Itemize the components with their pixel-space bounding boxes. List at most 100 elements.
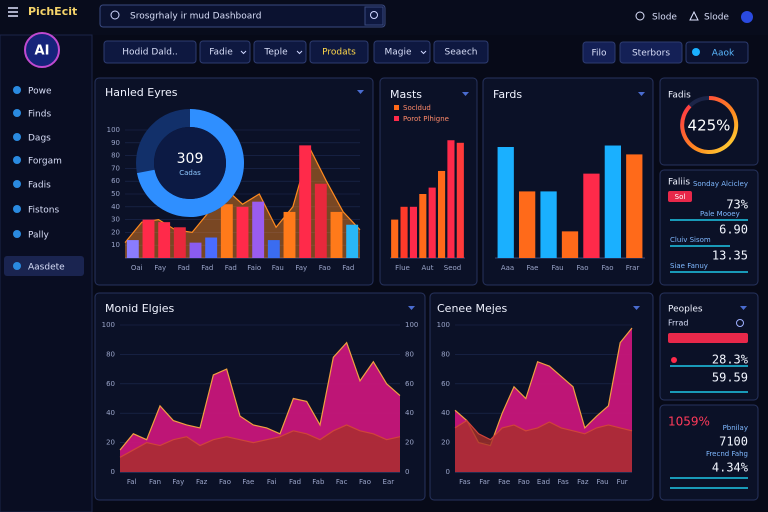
bar bbox=[299, 145, 312, 258]
tag-text: Sol bbox=[675, 193, 686, 201]
y2-tick-label: 20 bbox=[405, 439, 414, 447]
x-tick-label: Fay bbox=[172, 478, 184, 486]
nav-icon bbox=[13, 109, 21, 117]
nav-highlight[interactable] bbox=[4, 256, 84, 276]
bar bbox=[519, 191, 536, 258]
bar bbox=[205, 237, 218, 258]
gauge-ring bbox=[680, 95, 739, 154]
nav-icon bbox=[13, 262, 21, 270]
filter-label[interactable]: Magie bbox=[384, 48, 411, 58]
x-tick-label: Oai bbox=[131, 264, 143, 272]
bar bbox=[283, 211, 296, 258]
stat-value: 59.59 bbox=[712, 371, 748, 385]
nav-item[interactable]: Fistons bbox=[28, 206, 59, 216]
x-tick-label: Seod bbox=[444, 264, 461, 272]
panel-title: Fards bbox=[493, 88, 522, 101]
filter-button[interactable] bbox=[433, 40, 489, 64]
action-label[interactable]: Aaok bbox=[712, 49, 735, 59]
filter-label[interactable]: Hodid Dald.. bbox=[122, 48, 177, 58]
x-tick-label: Fur bbox=[617, 478, 628, 486]
y-tick-label: 80 bbox=[441, 350, 450, 358]
y-tick-label: 30 bbox=[111, 216, 120, 224]
search-button[interactable] bbox=[364, 6, 384, 26]
nav-item[interactable]: Pally bbox=[28, 231, 50, 241]
y2-tick-label: 80 bbox=[405, 350, 414, 358]
notification-icon[interactable] bbox=[741, 11, 753, 23]
bar bbox=[561, 231, 579, 258]
donut-value: 309 bbox=[177, 151, 204, 167]
menu-icon[interactable] bbox=[8, 7, 18, 17]
logo: PichEcit bbox=[28, 5, 77, 18]
x-tick-label: Fao bbox=[577, 264, 589, 272]
y-tick-label: 0 bbox=[111, 468, 115, 476]
divider bbox=[670, 477, 748, 489]
filter-label[interactable]: Fadie bbox=[209, 48, 233, 58]
panel-title: Monid Elgies bbox=[105, 302, 175, 315]
action-button[interactable] bbox=[685, 41, 749, 64]
nav-item[interactable]: Fadis bbox=[28, 181, 51, 191]
y2-tick-label: 100 bbox=[405, 321, 418, 329]
bar bbox=[583, 173, 600, 258]
x-tick-label: Aaa bbox=[501, 264, 514, 272]
x-tick-label: Fae bbox=[242, 478, 254, 486]
search-icon[interactable] bbox=[736, 319, 744, 327]
top-link[interactable]: Slode bbox=[704, 13, 729, 23]
stat-value: 7100 bbox=[719, 435, 748, 449]
panel-title: Faliis bbox=[668, 178, 690, 188]
action-label[interactable]: Filo bbox=[591, 49, 607, 59]
action-label[interactable]: Sterbors bbox=[632, 49, 670, 59]
divider bbox=[670, 365, 748, 393]
line bbox=[119, 424, 401, 458]
x-tick-label: Faz bbox=[196, 478, 208, 486]
filter-button[interactable] bbox=[253, 40, 307, 64]
y2-tick-label: 0 bbox=[405, 468, 409, 476]
nav-item[interactable]: Powe bbox=[28, 87, 52, 97]
stat-value: 73% bbox=[726, 198, 748, 212]
bar bbox=[456, 142, 464, 258]
stat-value: 4.34% bbox=[712, 461, 749, 475]
search-box[interactable] bbox=[99, 4, 386, 28]
x-tick-label: Fau bbox=[272, 264, 284, 272]
bar bbox=[267, 240, 280, 258]
area bbox=[120, 424, 400, 472]
nav-item[interactable]: Forgam bbox=[28, 157, 62, 167]
y-tick-label: 80 bbox=[106, 350, 115, 358]
stat-label: Cluiv Sisom bbox=[670, 236, 711, 244]
bar bbox=[604, 145, 621, 258]
filter-label[interactable]: Seaech bbox=[445, 48, 478, 58]
x-tick-label: Fao bbox=[602, 264, 614, 272]
filter-button[interactable] bbox=[309, 40, 369, 64]
y-tick-label: 100 bbox=[107, 126, 120, 134]
filter-label[interactable]: Teple bbox=[263, 48, 288, 58]
top-icon[interactable] bbox=[689, 10, 699, 21]
filter-label[interactable]: Prodats bbox=[322, 48, 356, 58]
bar bbox=[346, 224, 359, 258]
nav-item[interactable]: Finds bbox=[28, 110, 51, 120]
top-link[interactable]: Slode bbox=[652, 13, 677, 23]
y-tick-label: 0 bbox=[446, 468, 450, 476]
top-icon[interactable] bbox=[635, 11, 645, 21]
y-tick-label: 80 bbox=[111, 152, 120, 160]
x-tick-label: Fao bbox=[518, 478, 530, 486]
bar bbox=[330, 211, 343, 258]
chevron bbox=[240, 50, 247, 55]
nav-icon bbox=[13, 133, 21, 141]
legend-swatch bbox=[394, 116, 399, 121]
panel bbox=[659, 77, 759, 166]
donut-label: Cadas bbox=[179, 169, 201, 177]
chevron bbox=[296, 50, 303, 55]
panel-title: Hanled Eyres bbox=[105, 86, 178, 99]
nav-item[interactable]: Dags bbox=[28, 134, 51, 144]
action-button[interactable] bbox=[582, 41, 616, 64]
nav-item[interactable]: Aasdete bbox=[28, 263, 65, 273]
x-tick-label: Fao bbox=[359, 478, 371, 486]
y-tick-label: 90 bbox=[111, 139, 120, 147]
action-button[interactable] bbox=[619, 41, 683, 64]
gauge-value: 425% bbox=[688, 117, 731, 135]
filter-button[interactable] bbox=[103, 40, 197, 64]
filter-button[interactable] bbox=[199, 40, 251, 64]
avatar[interactable] bbox=[24, 32, 60, 68]
filter-button[interactable] bbox=[373, 40, 431, 64]
bar bbox=[314, 183, 327, 258]
